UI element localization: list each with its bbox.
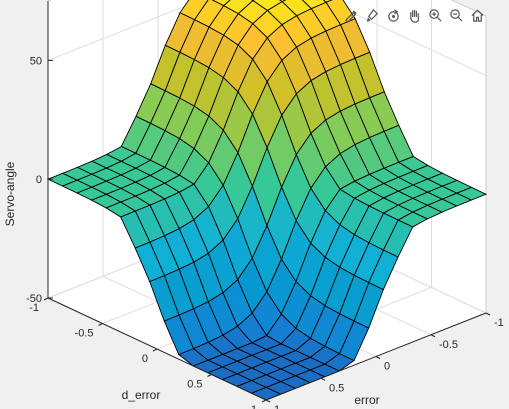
home-icon[interactable] — [468, 6, 487, 25]
y-tick-label: -0.5 — [75, 328, 94, 340]
rotate-3d-icon[interactable] — [384, 6, 403, 25]
x-axis-label: error — [354, 393, 379, 407]
surface-mesh — [46, 0, 488, 401]
x-tick-mark — [265, 399, 271, 403]
x-tick-mark — [320, 377, 326, 381]
y-tick-mark — [207, 374, 212, 377]
y-tick-mark — [152, 348, 158, 352]
x-tick-label: 1 — [274, 404, 280, 409]
x-tick-mark — [485, 312, 491, 316]
edit-icon[interactable] — [342, 6, 361, 25]
pan-hand-icon[interactable] — [405, 6, 424, 25]
x-tick-mark — [375, 356, 381, 359]
z-axis-label: Servo-angle — [3, 161, 17, 226]
wall-grid-z — [47, 0, 487, 76]
z-tick-label: 0 — [36, 174, 42, 186]
y-tick-mark — [98, 323, 103, 326]
axes-ticks: -1 -0.5 0 0.5 1 -1 -0.5 0 0.5 1 -50 0 50 — [26, 1, 504, 409]
brush-icon[interactable] — [363, 6, 382, 25]
x-tick-label: -0.5 — [439, 339, 458, 351]
x-tick-label: 0 — [384, 361, 390, 373]
y-tick-label: 0 — [142, 353, 148, 365]
y-tick-label: 0.5 — [187, 379, 202, 391]
y-axis-label: d_error — [122, 388, 161, 402]
x-tick-mark — [430, 334, 436, 338]
zoom-out-icon[interactable] — [447, 6, 466, 25]
z-tick-label: -50 — [26, 293, 42, 305]
y-tick-label: -1 — [29, 302, 39, 314]
y-tick-mark — [43, 297, 49, 301]
zoom-in-icon[interactable] — [426, 6, 445, 25]
x-tick-label: 0.5 — [329, 382, 344, 394]
x-tick-label: -1 — [494, 317, 504, 329]
y-tick-label: 1 — [251, 404, 257, 409]
axes-toolbar — [342, 6, 487, 26]
z-tick-label: 50 — [30, 55, 42, 67]
y-tick-mark — [261, 399, 267, 403]
